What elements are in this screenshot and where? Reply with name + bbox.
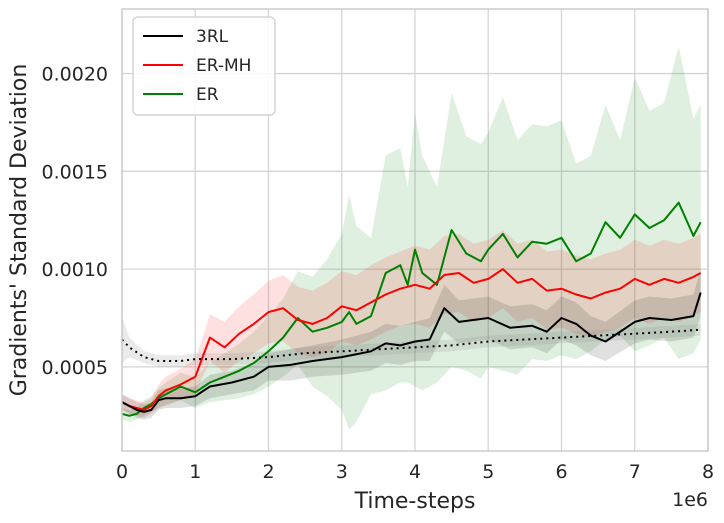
- y-tick-label: 0.0020: [42, 64, 108, 86]
- x-tick-label: 6: [555, 461, 567, 483]
- band-3rl: [122, 269, 701, 420]
- legend-label: ER-MH: [196, 56, 251, 76]
- x-tick-label: 5: [482, 461, 494, 483]
- confidence-bands: [122, 46, 701, 430]
- x-offset-label: 1e6: [672, 489, 708, 511]
- x-tick-label: 0: [116, 461, 128, 483]
- y-tick-label: 0.0005: [42, 357, 108, 379]
- y-tick-label: 0.0010: [42, 259, 108, 281]
- y-tick-label: 0.0015: [42, 161, 108, 183]
- plot-frame: [121, 8, 709, 452]
- band-er-mh: [122, 230, 701, 418]
- x-tick-label: 3: [336, 461, 348, 483]
- band-3rl-dotted-: [122, 316, 701, 367]
- x-tick-label: 1: [189, 461, 201, 483]
- band-er: [122, 46, 701, 430]
- y-axis-label: Gradients' Standard Deviation: [7, 64, 32, 397]
- line-3rl: [121, 292, 702, 413]
- x-tick-label: 7: [629, 461, 641, 483]
- line-er-mh: [121, 268, 702, 411]
- series-lines: [121, 201, 702, 417]
- y-tick-labels: 0.0005 0.0010 0.0015 0.0020: [42, 64, 108, 379]
- legend-label: 3RL: [196, 27, 229, 47]
- x-tick-label: 8: [702, 461, 714, 483]
- x-axis-label: Time-steps: [354, 489, 476, 514]
- x-tick-label: 2: [262, 461, 274, 483]
- x-tick-label: 4: [409, 461, 421, 483]
- legend: 3RL ER-MH ER: [132, 16, 276, 116]
- legend-label: ER: [196, 85, 219, 105]
- line-er: [121, 201, 702, 417]
- legend-box: [132, 16, 276, 116]
- x-tick-labels: 0 1 2 3 4 5 6 7 8: [116, 461, 714, 483]
